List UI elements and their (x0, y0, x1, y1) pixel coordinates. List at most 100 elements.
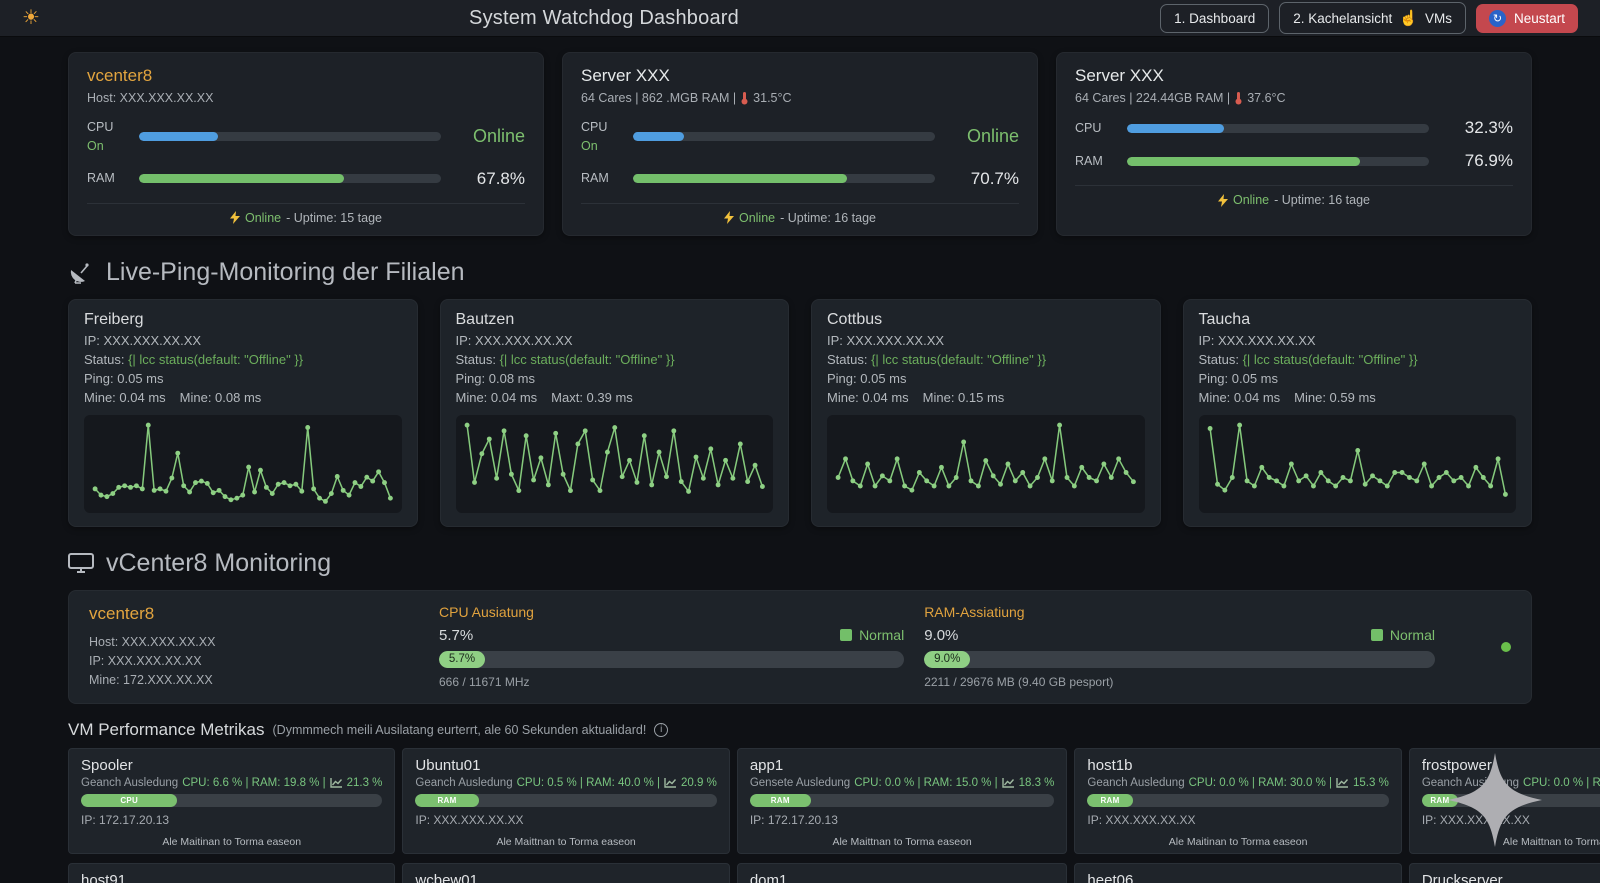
info-icon[interactable]: i (654, 722, 669, 737)
cpu-value: Online (472, 126, 525, 147)
cpu-metric-value: 5.7% (439, 626, 474, 644)
vm-name: wcbew01 (415, 871, 478, 883)
dashboard-button[interactable]: 1. Dashboard (1160, 3, 1270, 33)
ping-sparkline-chart (1198, 414, 1516, 513)
vm-ip-line: IP: 172.17.20.13 (749, 812, 838, 827)
temp-wrap: 31.5°C (740, 91, 792, 105)
green-square-icon (1370, 629, 1383, 641)
vm-ip-line: IP: 172.17.20.13 (81, 812, 170, 827)
vm-name: host1b (1087, 756, 1133, 774)
ping-card: Freiberg IP: XXX.XXX.XX.XX Status: {| lc… (68, 298, 418, 527)
vm-section-heading: VM Performance Metrikas (Dymmmech meili … (68, 720, 1532, 740)
vcenter-host-line: Host: XXX.XXX.XX.XX (89, 634, 216, 649)
vcenter-host-name: vcenter8 (89, 603, 155, 623)
ping-value-line: Ping: 0.05 ms (1198, 370, 1279, 386)
vm-usage-bar: RAM (1087, 793, 1389, 807)
cpu-bar-track (1127, 123, 1429, 133)
temp-value: 31.5°C (753, 91, 792, 105)
vm-card: host91 Geonch Ausiedung CPU: 0.0 % | RAM… (68, 862, 396, 883)
vm-stats-label: Geanch Ausledung (415, 776, 513, 789)
ping-minmax-line: Mine: 0.04 ms Mine: 0.15 ms (827, 390, 1145, 405)
vm-footer-note: Ale Maittnan to Torma easeon (832, 835, 972, 848)
vm-stats-line: Geanch Ausiedung CPU: 0.0 % | RAM: 10.0 … (1422, 777, 1600, 789)
ram-label: RAM (87, 171, 115, 186)
ping-ip-line: IP: XXX.XXX.XX.XX (84, 332, 202, 348)
server-info-text: 64 Cares | 224.44GB RAM | (1075, 91, 1231, 105)
ping-card: Cottbus IP: XXX.XXX.XX.XX Status: {| lcc… (811, 298, 1161, 527)
vm-name: heet06 (1087, 871, 1134, 883)
ping-ip-line: IP: XXX.XXX.XX.XX (455, 332, 573, 348)
vm-cards-grid: Spooler Geanch Ausledung CPU: 6.6 % | RA… (68, 747, 1600, 883)
vcenter-host-column: vcenter8 Host: XXX.XXX.XX.XX IP: XXX.XXX… (89, 604, 419, 691)
vm-name: Spooler (81, 756, 133, 774)
vm-ip-line: IP: XXX.XXX.XX.XX (1421, 812, 1530, 827)
ping-status-line: Status: {| lcc status(default: "Offline"… (456, 352, 774, 367)
green-square-icon (840, 629, 853, 641)
ping-status-line: Status: {| lcc status(default: "Offline"… (84, 352, 402, 367)
ram-meter-labels: RAM (1075, 152, 1115, 171)
server-info-line: 64 Cares | 224.44GB RAM | 37.6°C (1075, 91, 1513, 105)
vm-card: Druckserver Geonch Austiedung CPU: 0.0 %… (1408, 862, 1600, 883)
vm-cpu-ram-values: CPU: 0.0 % | RAM: 30.0 % | (1188, 776, 1332, 789)
vm-stats-line: Geanch Ausledung CPU: 0.5 % | RAM: 40.0 … (415, 777, 716, 789)
cpu-label: CPU (1075, 120, 1102, 135)
cpu-meter-labels: CPU (1075, 119, 1115, 138)
cpu-value: 32.3% (1464, 118, 1513, 137)
vm-card: dom1 Geonne Ausiedung CPU: 0.0 % | RAM: … (736, 862, 1068, 883)
vm-name: frostpower (1421, 756, 1492, 774)
vm-footer-note: Ale Maitinan to Torma easeon (1168, 835, 1308, 848)
vm-card: Ubuntu01 Geanch Ausledung CPU: 0.5 % | R… (402, 747, 730, 854)
top-bar: ☀ System Watchdog Dashboard 1. Dashboard… (0, 0, 1600, 37)
cpu-meter-row: CPU On Online (581, 118, 1019, 156)
neustart-button[interactable]: ↻ Neustart (1475, 3, 1578, 33)
vm-usage-bar: RAM (749, 793, 1055, 807)
ping-max-value: Mine: 0.08 ms (179, 389, 262, 405)
ping-status-value: {| lcc status(default: "Offline" }} (128, 351, 304, 367)
temp-wrap: 37.6°C (1234, 91, 1286, 105)
ping-card-title: Freiberg (84, 310, 144, 328)
ram-metric-sub: 2211 / 29676 MB (9.40 GB pesport) (924, 674, 1114, 689)
ping-value-line: Ping: 0.05 ms (84, 370, 164, 386)
neustart-label: Neustart (1513, 10, 1565, 26)
vcenter-ip-line: IP: XXX.XXX.XX.XX (89, 653, 202, 668)
ram-bar-fill (139, 174, 345, 183)
vcenter-mine-line: Mine: 172.XXX.XX.XX (89, 673, 213, 688)
sparkline-svg (464, 422, 765, 494)
ram-bar-track (633, 174, 935, 183)
kachelansicht-label: 2. Kachelansicht (1293, 10, 1393, 26)
cpu-bar-fill (139, 132, 218, 142)
ping-status-label: Status: (827, 351, 872, 367)
thermometer-icon (741, 92, 748, 105)
vm-card: frostpower Geanch Ausiedung CPU: 0.0 % |… (1408, 747, 1600, 854)
ram-label: RAM (581, 171, 609, 186)
footer-status: Online (738, 210, 776, 225)
vm-stats-line: Gensete Ausledung CPU: 0.0 % | RAM: 15.0… (750, 777, 1055, 789)
dashboard-button-label: 1. Dashboard (1174, 10, 1256, 26)
vm-cpu-ram-values: CPU: 0.0 % | RAM: 15.0 % | (854, 776, 998, 789)
vm-stats-label: Geanch Ausledung (1087, 776, 1185, 789)
trend-chart-icon (1336, 778, 1349, 788)
ping-max-value: Mine: 0.15 ms (922, 389, 1005, 405)
kachelansicht-vms-button[interactable]: 2. Kachelansicht ☝ VMs (1279, 2, 1466, 34)
cpu-value: Online (966, 126, 1019, 147)
vm-trend-value: 15.3 % (1353, 776, 1389, 789)
sparkline-svg (835, 422, 1136, 493)
vm-footer-note: Ale Maittnan to Torma easeon (496, 835, 636, 848)
ping-status-label: Status: (84, 351, 129, 367)
server-name: vcenter8 (87, 66, 153, 85)
ping-value-line: Ping: 0.08 ms (455, 370, 536, 386)
cpu-status-badge: Normal (840, 627, 904, 643)
ping-minmax-line: Mine: 0.04 ms Maxt: 0.39 ms (456, 390, 774, 405)
footer-uptime: - Uptime: 16 tage (1274, 193, 1371, 207)
page-title: System Watchdog Dashboard (469, 6, 739, 29)
ping-status-label: Status: (1198, 351, 1243, 367)
vcenter-monitoring-panel: vcenter8 Host: XXX.XXX.XX.XX IP: XXX.XXX… (68, 589, 1532, 704)
vm-usage-bar: CPU (81, 793, 383, 807)
cpu-label: CPU (87, 120, 114, 134)
ping-cards-row: Freiberg IP: XXX.XXX.XX.XX Status: {| lc… (68, 298, 1532, 527)
ping-max-value: Mine: 0.59 ms (1294, 389, 1376, 405)
lightning-icon (723, 211, 734, 224)
server-info-text: 64 Cares | 862 .MGB RAM | (581, 91, 737, 105)
panel-status-column (1455, 604, 1511, 691)
